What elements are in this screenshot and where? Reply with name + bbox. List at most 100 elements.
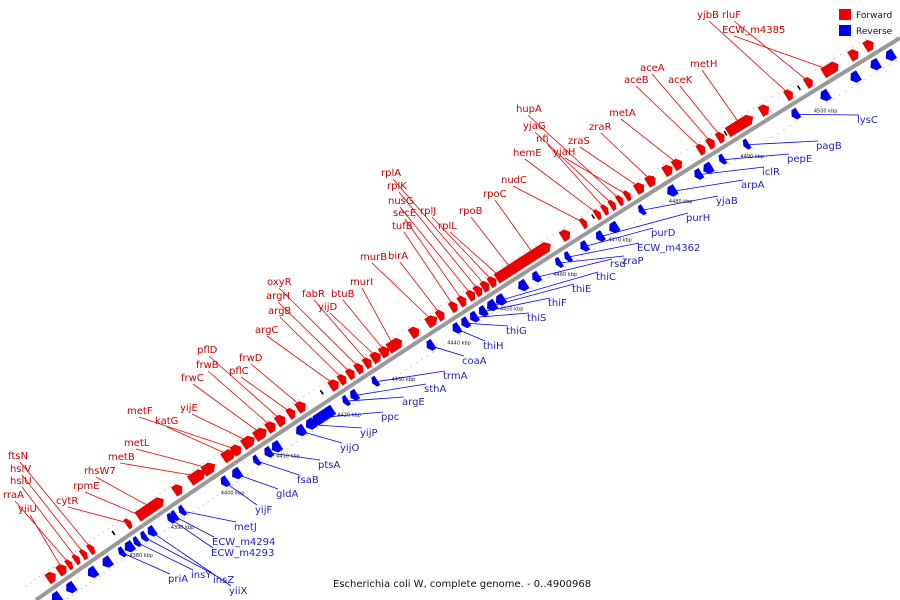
leader-purD (583, 227, 654, 248)
gene-nfi (600, 204, 609, 216)
leader-zraS (579, 146, 641, 188)
gene-zraP (554, 256, 564, 268)
gene-tufB (447, 301, 458, 314)
tick-label: 4440 kbp (447, 341, 471, 347)
tick-label: 4410 kbp (276, 453, 300, 459)
leader-metL (135, 448, 210, 469)
gene-birA (434, 309, 445, 322)
legend: Forward Reverse (839, 9, 893, 37)
gene-frwB (264, 421, 276, 434)
gene-rplJ (486, 276, 497, 289)
leader-aceA (651, 73, 712, 144)
leader-thiC (499, 271, 599, 301)
tick-mark (591, 214, 596, 220)
gene-ECW_m4293 (166, 512, 176, 524)
gene-hslV (78, 549, 88, 561)
gene-label-ECW_m4385: ECW_m4385 (722, 25, 785, 36)
leader-insY (136, 541, 194, 571)
gene-frwC (252, 427, 267, 442)
gene-label-yjaG: yjaG (523, 121, 546, 132)
leader-katG (166, 426, 230, 456)
gene-label-rplA: rplA (381, 168, 401, 179)
leader-rsd (535, 258, 613, 278)
leader-metA (620, 118, 679, 165)
gene-yijO (296, 423, 308, 437)
gene-hslU (71, 554, 81, 566)
gene-label-metL: metL (124, 438, 150, 449)
leader-rluF (733, 20, 810, 83)
gene-yjaG (607, 199, 617, 211)
gene-label-aceK: aceK (668, 75, 693, 86)
leader-rpmE (84, 491, 141, 516)
leader-murB (371, 262, 433, 321)
gene-feature (820, 88, 832, 102)
gene-label-secE: secE (393, 208, 416, 219)
gene-label-fsaB: fsaB (297, 475, 319, 486)
gene-rplA (479, 280, 490, 293)
leader-rraA (14, 500, 70, 565)
gene-label-metJ: metJ (234, 522, 257, 533)
gene-rsd (532, 270, 543, 283)
leader-rplJ (431, 216, 494, 282)
leader-yijF (224, 481, 258, 506)
gene-label-metH: metH (690, 59, 717, 70)
gene-feature (847, 49, 859, 62)
gene-feature (271, 440, 284, 453)
gene-label-iclR: iclR (762, 167, 780, 178)
map-caption: Escherichia coli W, complete genome. - 0… (333, 579, 591, 590)
legend-reverse-label: Reverse (856, 27, 893, 37)
leader-aceB (635, 85, 703, 150)
gene-pepE (718, 153, 728, 165)
leader-rplA (392, 178, 487, 287)
leader-frwB (207, 370, 272, 427)
leader-argH (277, 301, 352, 374)
leader-priA (121, 552, 171, 575)
leader-secE (404, 218, 464, 301)
leader-pepE (721, 153, 790, 161)
leader-fsaB (255, 460, 300, 476)
gene-fsaB (252, 454, 262, 466)
leader-sthA (353, 383, 427, 397)
gene-aceB (695, 143, 706, 156)
gene-label-hslV: hslV (10, 464, 31, 475)
gene-label-zraR: zraR (589, 122, 611, 133)
gene-thiH (452, 322, 463, 334)
gene-priA (117, 546, 128, 558)
gene-label-trmA: trmA (443, 371, 468, 382)
gene-label-yjaH: yjaH (553, 147, 575, 158)
gene-label-ECW_m4294: ECW_m4294 (212, 537, 275, 548)
leader-oxyR (278, 287, 360, 369)
gene-secE (456, 295, 467, 308)
leader-rpoB (470, 216, 512, 270)
gene-metB (187, 469, 205, 486)
gene-thiC (495, 293, 508, 306)
gene-feature (407, 326, 420, 340)
gene-feature (757, 104, 769, 117)
gene-zraS (632, 182, 645, 195)
gene-feature (102, 555, 114, 568)
gene-label-ECW_m4293: ECW_m4293 (211, 548, 274, 559)
gene-insY (132, 536, 142, 548)
gene-feature (862, 39, 874, 53)
gene-label-purD: purD (651, 228, 676, 239)
gene-yiiU (55, 564, 67, 577)
gene-feature (885, 48, 898, 62)
leader-yiiU (29, 514, 63, 570)
gene-label-ECW_m4362: ECW_m4362 (637, 243, 700, 254)
tick-label: 4460 kbp (553, 272, 577, 278)
gene-label-ppc: ppc (381, 412, 399, 423)
tick-mark (319, 389, 324, 395)
gene-sthA (350, 388, 361, 401)
gene-feature (324, 404, 337, 418)
leader-trmA (374, 370, 446, 383)
gene-feature (518, 278, 530, 292)
leader-argE (345, 396, 405, 402)
gene-label-argE: argE (402, 397, 425, 408)
gene-argE (342, 394, 351, 407)
label-leader-lines (14, 20, 860, 587)
gene-label-thiS: thiS (527, 313, 546, 324)
gene-rpoC (514, 242, 551, 271)
gene-ptsA (264, 445, 275, 458)
leader-yjaB (641, 195, 719, 211)
leader-cytR (67, 506, 129, 524)
